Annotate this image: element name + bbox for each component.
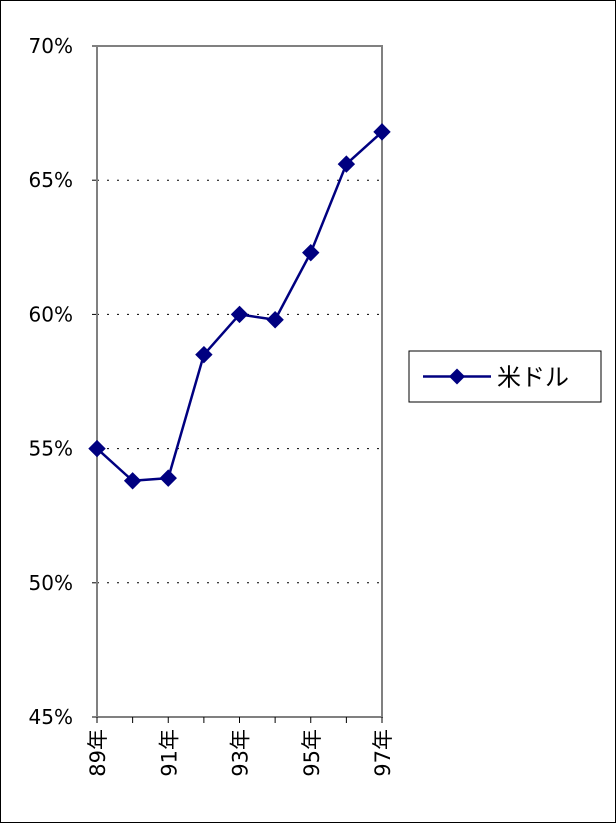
plot-area-border xyxy=(96,45,383,718)
data-point-marker xyxy=(266,311,284,329)
data-point-marker xyxy=(302,243,320,262)
data-point-marker xyxy=(88,439,106,458)
y-tick-label: 50% xyxy=(29,571,73,595)
data-point-marker xyxy=(337,155,356,173)
y-tick-label: 60% xyxy=(29,302,73,326)
data-point-marker xyxy=(230,305,249,324)
x-tick-label: 93年 xyxy=(229,729,253,777)
x-tick-label: 97年 xyxy=(371,729,395,777)
data-point-marker xyxy=(195,345,213,364)
data-point-marker xyxy=(373,123,391,141)
x-tick-label: 95年 xyxy=(300,729,324,777)
legend-diamond-icon xyxy=(449,368,465,385)
legend-label: 米ドル xyxy=(497,364,569,392)
y-tick-label: 55% xyxy=(29,437,73,461)
data-point-marker xyxy=(159,469,177,487)
y-tick-label: 65% xyxy=(29,168,73,192)
x-tick-label: 89年 xyxy=(86,729,110,777)
y-tick-label: 45% xyxy=(29,705,73,729)
data-point-marker xyxy=(123,472,142,490)
y-tick-label: 70% xyxy=(29,34,73,58)
x-tick-label: 91年 xyxy=(157,729,181,777)
